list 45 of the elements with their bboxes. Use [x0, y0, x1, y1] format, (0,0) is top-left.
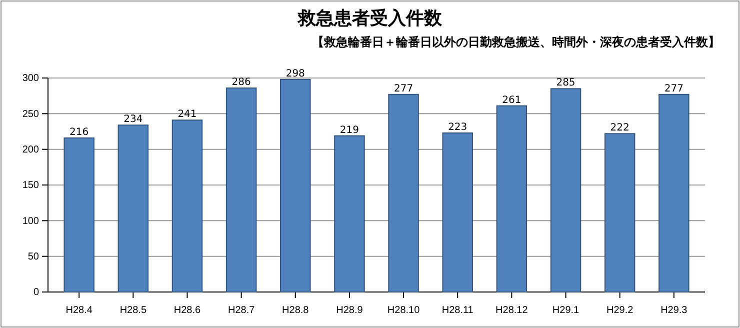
bar — [118, 124, 149, 292]
bar — [550, 88, 582, 292]
x-tick-label: H28.12 — [496, 305, 528, 316]
bar — [388, 94, 419, 292]
data-label: 285 — [556, 78, 576, 89]
y-tick-label: 150 — [22, 180, 40, 192]
y-tick-label: 0 — [33, 287, 40, 298]
bar — [496, 105, 528, 292]
bar — [604, 133, 636, 292]
data-label: 223 — [448, 122, 468, 133]
x-tick-label: H28.11 — [442, 305, 474, 316]
y-tick-label: 50 — [28, 252, 40, 263]
x-tick-label: H29.1 — [552, 305, 580, 316]
x-tick-label: H28.4 — [66, 305, 93, 316]
data-label: 261 — [502, 94, 522, 106]
x-tick-label: H28.8 — [282, 305, 310, 316]
y-tick-label: 100 — [22, 216, 40, 227]
y-tick-label: 250 — [22, 108, 40, 120]
x-tick-label: H28.7 — [228, 305, 256, 316]
data-label: 298 — [286, 68, 305, 80]
bar — [280, 78, 311, 292]
y-tick-label: 200 — [22, 144, 40, 156]
data-label: 222 — [610, 122, 630, 134]
x-tick-label: H29.2 — [606, 305, 634, 316]
y-tick-label: 300 — [22, 73, 40, 84]
bar — [172, 120, 203, 292]
data-label: 216 — [70, 126, 89, 138]
data-label: 241 — [178, 109, 197, 120]
data-label: 286 — [232, 76, 251, 88]
data-label: 277 — [394, 83, 414, 94]
bar — [658, 94, 690, 292]
chart-title: 救急患者受入件数 — [297, 8, 443, 29]
x-tick-label: H28.9 — [336, 305, 364, 316]
bar — [226, 87, 257, 292]
data-label: 277 — [664, 83, 684, 94]
bar — [334, 135, 365, 292]
x-tick-label: H28.6 — [174, 305, 202, 316]
bar — [442, 132, 473, 292]
data-label: 219 — [340, 124, 360, 136]
x-tick-label: H29.3 — [660, 305, 688, 316]
x-tick-label: H28.5 — [120, 305, 147, 316]
chart-subtitle: 【救急輪番日＋輪番日以外の日勤救急搬送、時間外・深夜の患者受入件数】 — [312, 35, 720, 49]
bar — [64, 137, 94, 292]
data-label: 234 — [124, 114, 143, 126]
x-tick-label: H28.10 — [387, 305, 420, 316]
